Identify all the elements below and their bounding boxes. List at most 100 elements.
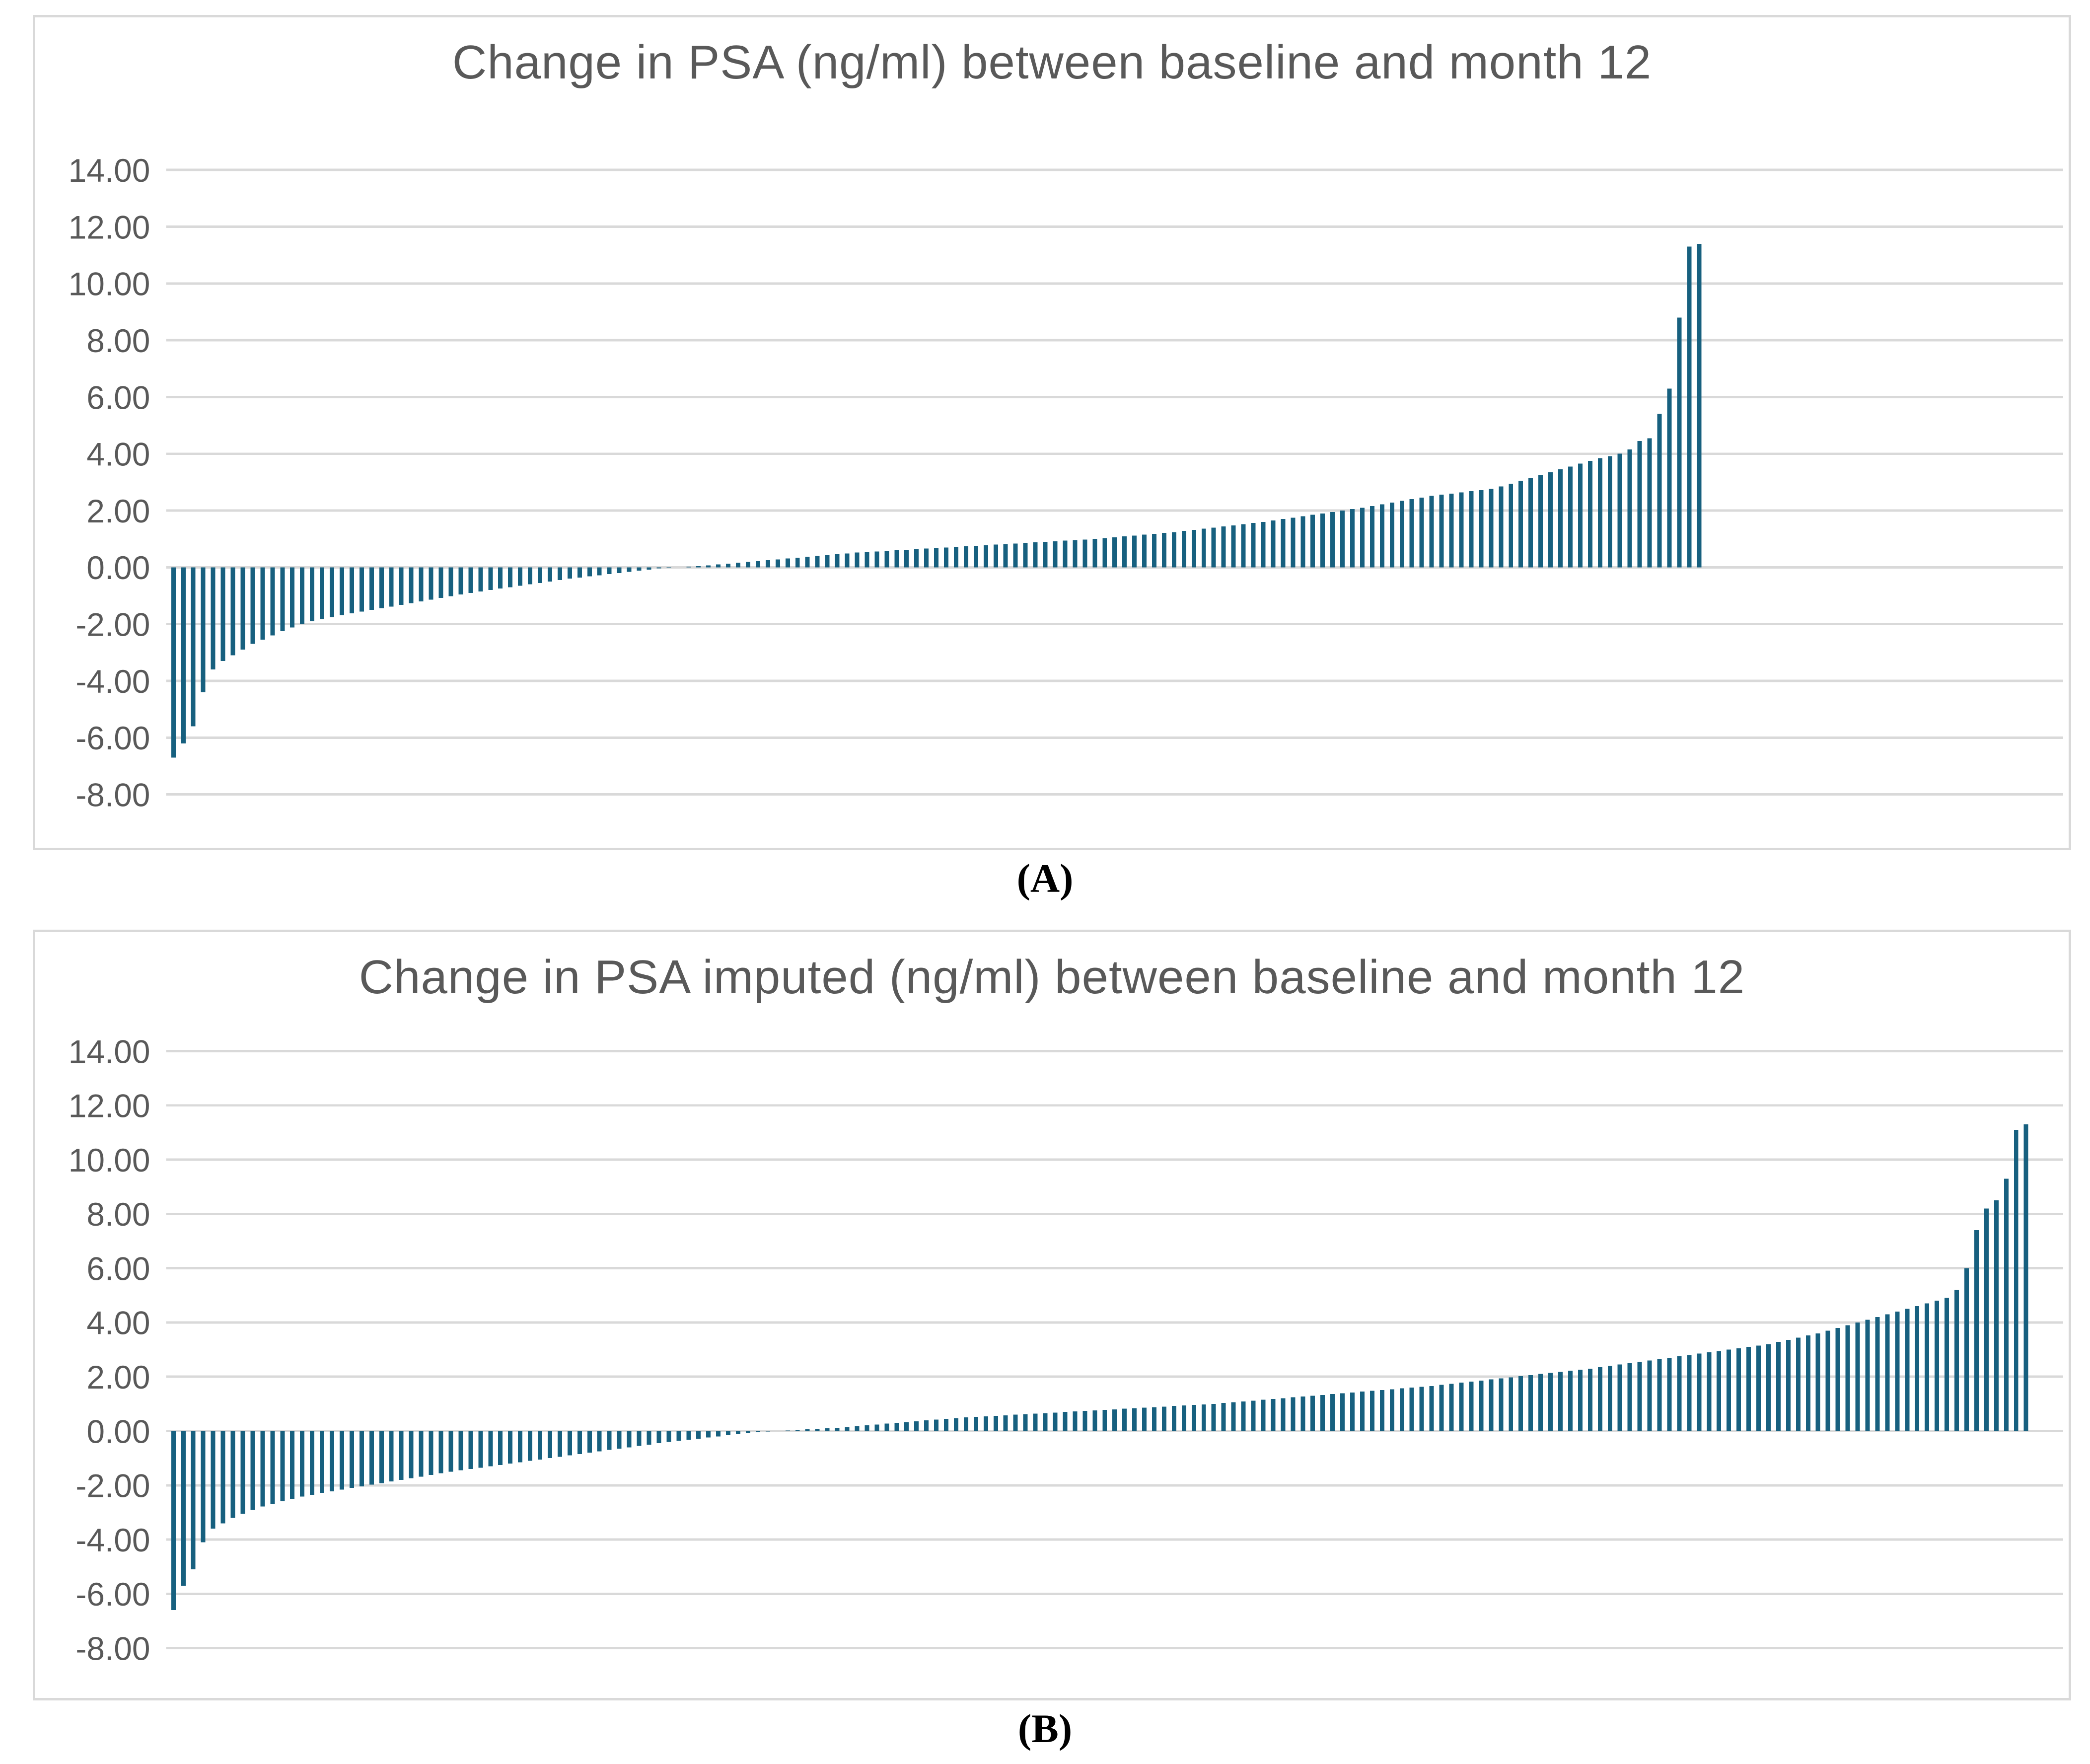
bar — [1023, 543, 1028, 568]
bar — [884, 551, 889, 568]
bar — [538, 567, 543, 583]
bar — [359, 567, 364, 612]
y-axis-tick-label: 8.00 — [86, 1196, 150, 1233]
bar — [1489, 1379, 1494, 1431]
y-axis-tick-label: -6.00 — [75, 720, 150, 756]
bar — [1231, 1402, 1236, 1431]
bar — [1717, 1351, 1722, 1431]
bar — [1479, 490, 1484, 568]
bar — [1984, 1208, 1989, 1431]
bar — [438, 1431, 443, 1473]
bar — [805, 1429, 810, 1431]
bar — [656, 567, 661, 569]
bar — [1538, 475, 1543, 568]
bar — [1974, 1230, 1979, 1431]
bar — [1241, 1401, 1246, 1431]
bar — [993, 1415, 998, 1431]
bar — [1499, 486, 1504, 568]
bar — [1746, 1347, 1751, 1431]
bar — [1161, 533, 1166, 568]
bar — [379, 1431, 384, 1483]
bar — [518, 567, 523, 586]
bar — [270, 567, 275, 636]
chart-title-a: Change in PSA (ng/ml) between baseline a… — [452, 36, 1652, 89]
bar — [1449, 493, 1454, 568]
bar — [181, 567, 186, 743]
bar — [637, 1431, 642, 1446]
bar — [1201, 528, 1206, 568]
bar — [1637, 1362, 1642, 1431]
bar — [865, 552, 869, 568]
bar — [220, 1431, 225, 1524]
bar — [1181, 1405, 1186, 1431]
bar — [1459, 492, 1464, 568]
bar — [508, 1431, 513, 1464]
bar — [924, 548, 929, 568]
bar — [1171, 532, 1176, 568]
bar — [1320, 513, 1325, 568]
bar — [478, 567, 483, 591]
bar — [1578, 463, 1583, 568]
bar — [181, 1431, 186, 1586]
bar — [2014, 1129, 2018, 1431]
y-axis-tick-label: 14.00 — [69, 1033, 150, 1070]
bar — [1201, 1404, 1206, 1431]
bar — [1409, 499, 1414, 568]
bar — [1677, 317, 1682, 568]
bar — [1221, 526, 1226, 568]
bar — [1667, 388, 1672, 568]
bar — [726, 1431, 731, 1436]
bar — [1528, 1375, 1533, 1431]
bar — [1350, 1392, 1355, 1431]
bar — [617, 567, 622, 573]
bar — [1191, 529, 1196, 568]
bar — [1053, 541, 1058, 568]
bar — [1360, 508, 1365, 568]
bar — [716, 1431, 721, 1437]
bar — [1825, 1330, 1830, 1431]
bar — [379, 567, 384, 608]
bar — [1281, 519, 1286, 568]
bar — [637, 567, 642, 571]
bar — [1161, 1406, 1166, 1431]
bar — [1697, 243, 1702, 568]
bar — [1073, 1411, 1078, 1431]
bar — [1548, 472, 1553, 568]
bar — [1538, 1374, 1543, 1431]
bar — [1875, 1317, 1880, 1431]
bar — [1449, 1384, 1454, 1431]
bar — [1429, 1386, 1434, 1431]
bar — [1439, 495, 1444, 568]
bar — [1399, 501, 1404, 568]
bar — [201, 1431, 206, 1543]
figure-caption-a: (A) — [1016, 856, 1074, 901]
bar — [567, 1431, 572, 1456]
bar — [1073, 540, 1078, 568]
bar — [855, 1426, 860, 1431]
bar — [1092, 539, 1097, 568]
bar — [330, 1431, 335, 1491]
bar — [726, 563, 731, 568]
bar — [310, 567, 315, 621]
bar — [1013, 1414, 1018, 1431]
bar — [389, 567, 394, 607]
y-axis-tick-label: 0.00 — [86, 550, 150, 586]
bar — [1003, 1415, 1008, 1431]
bar — [201, 567, 206, 692]
bar — [845, 553, 850, 568]
bar — [973, 1417, 978, 1431]
bar — [2023, 1124, 2028, 1431]
bar — [250, 567, 255, 644]
bar — [993, 544, 998, 568]
bar — [270, 1431, 275, 1504]
bar — [656, 1431, 661, 1444]
bar — [1409, 1388, 1414, 1431]
bar — [557, 1431, 562, 1457]
bar — [359, 1431, 364, 1486]
bar — [914, 1421, 919, 1431]
bar — [1727, 1349, 1731, 1431]
bar — [419, 567, 424, 601]
bar — [1587, 461, 1592, 568]
bar — [438, 567, 443, 598]
bar — [647, 1431, 651, 1445]
